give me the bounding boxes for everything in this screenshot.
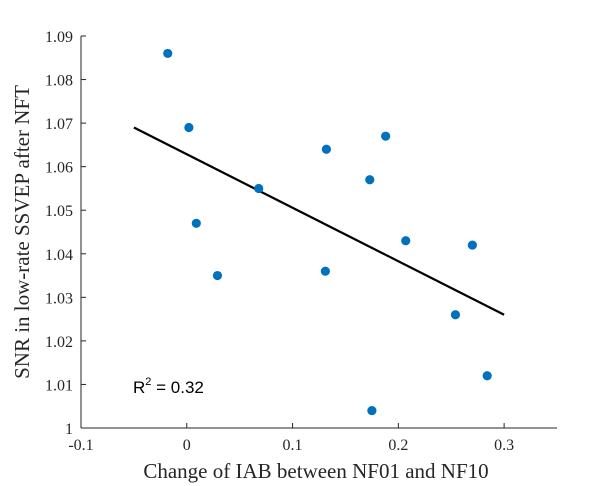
regression-line <box>133 126 505 316</box>
annotation-value: = 0.32 <box>151 378 203 397</box>
axes <box>80 36 557 429</box>
data-point <box>191 218 201 228</box>
y-tick-label: 1.09 <box>45 29 73 46</box>
y-tick-label: 1 <box>65 421 73 438</box>
data-points <box>163 48 492 416</box>
y-tick-label: 1.06 <box>45 160 73 177</box>
data-point <box>482 371 492 381</box>
x-tick-label: 0 <box>183 437 191 454</box>
x-tick-label: 0.1 <box>283 437 303 454</box>
data-point <box>467 240 477 250</box>
x-tick-label: 0.2 <box>388 437 408 454</box>
data-point <box>450 310 461 320</box>
y-tick-label: 1.07 <box>45 116 73 133</box>
data-point <box>321 144 332 154</box>
y-tick-label: 1.08 <box>45 73 73 90</box>
y-tick-label: 1.02 <box>45 334 73 351</box>
data-point <box>320 266 330 276</box>
data-point <box>365 175 375 185</box>
data-point <box>212 270 223 281</box>
data-point <box>184 122 194 133</box>
r-squared-annotation: R2 = 0.32 <box>133 376 204 397</box>
data-point <box>367 405 377 416</box>
annotation-base: R <box>133 378 145 397</box>
data-point <box>163 48 173 59</box>
y-tick-label: 1.01 <box>45 377 73 394</box>
data-point <box>254 183 264 194</box>
x-tick-label: 0.3 <box>494 437 514 454</box>
data-point <box>381 131 391 141</box>
x-ticks: -0.1 0 0.1 0.2 0.3 <box>68 423 514 454</box>
y-ticks: 1 1.01 1.02 1.03 1.04 1.05 1.06 1.07 1.08 1.09 <box>45 29 86 438</box>
x-tick-label: -0.1 <box>68 437 93 454</box>
y-tick-label: 1.05 <box>45 203 73 220</box>
data-point <box>401 236 411 246</box>
x-axis-title: Change of IAB between NF01 and NF10 <box>143 459 488 483</box>
y-axis-title: SNR in low-rate SSVEP after NFT <box>10 85 34 379</box>
y-tick-label: 1.03 <box>45 290 73 307</box>
annotation-superscript: 2 <box>145 376 151 388</box>
y-tick-label: 1.04 <box>45 247 73 264</box>
